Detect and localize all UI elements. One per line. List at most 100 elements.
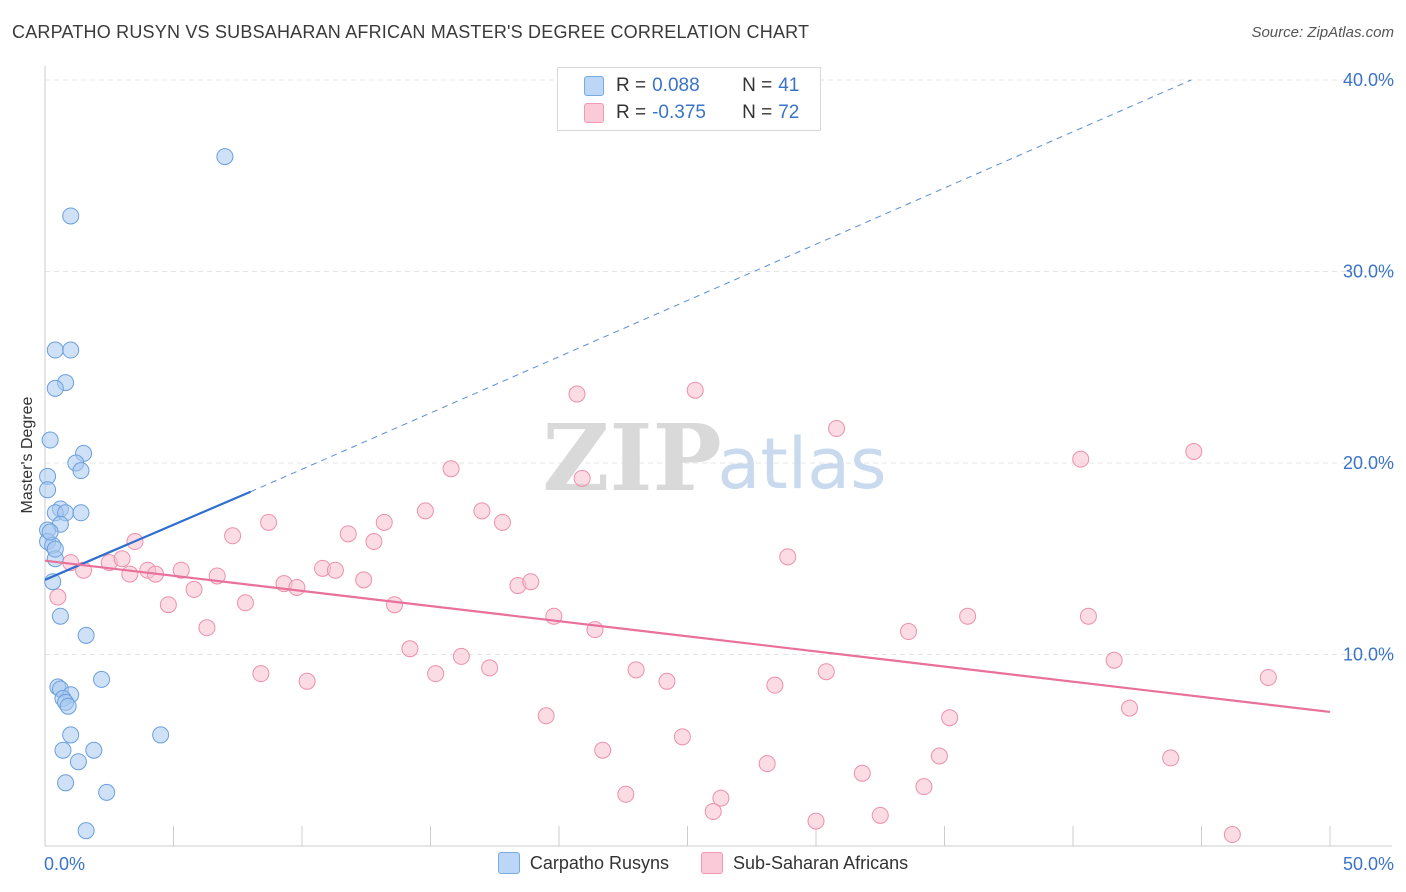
data-point-sub-saharan	[808, 813, 824, 829]
series-legend: Carpatho Rusyns Sub-Saharan Africans	[0, 852, 1406, 874]
data-point-sub-saharan	[713, 790, 729, 806]
data-point-sub-saharan	[674, 729, 690, 745]
data-point-sub-saharan	[261, 514, 277, 530]
data-point-sub-saharan	[916, 779, 932, 795]
data-point-carpatho	[40, 482, 56, 498]
scatter-plot: ZIP atlas 10.0%20.0%30.0%40.0%0.0% 50.0%	[0, 0, 1406, 892]
data-point-sub-saharan	[1163, 750, 1179, 766]
data-point-carpatho	[42, 524, 58, 540]
data-point-carpatho	[153, 727, 169, 743]
data-point-sub-saharan	[628, 662, 644, 678]
n-value: 41	[778, 75, 799, 97]
data-point-sub-saharan	[960, 608, 976, 624]
stats-row-carpatho: R = 0.088 N = 41	[584, 74, 799, 98]
legend-swatch-pink	[701, 852, 723, 874]
data-point-sub-saharan	[574, 470, 590, 486]
data-point-sub-saharan	[1224, 827, 1240, 843]
legend-label: Carpatho Rusyns	[530, 853, 669, 874]
data-point-carpatho	[55, 742, 71, 758]
data-point-carpatho	[60, 698, 76, 714]
n-label: N =	[742, 75, 772, 97]
data-point-sub-saharan	[618, 786, 634, 802]
r-value: 0.088	[652, 75, 722, 97]
data-point-carpatho	[78, 823, 94, 839]
sub-saharan-trend-line	[45, 561, 1330, 712]
r-label: R =	[616, 75, 646, 97]
data-point-sub-saharan	[366, 534, 382, 550]
trend-lines	[45, 80, 1330, 712]
data-point-sub-saharan	[387, 597, 403, 613]
data-point-sub-saharan	[482, 660, 498, 676]
y-tick-label: 40.0%	[1343, 70, 1394, 90]
watermark-zip: ZIP	[542, 404, 721, 512]
data-point-sub-saharan	[687, 382, 703, 398]
grid-lines	[45, 80, 1392, 655]
data-point-sub-saharan	[854, 765, 870, 781]
y-tick-label: 20.0%	[1343, 453, 1394, 473]
data-point-sub-saharan	[523, 574, 539, 590]
data-point-carpatho	[63, 342, 79, 358]
data-point-sub-saharan	[186, 581, 202, 597]
data-point-carpatho	[70, 754, 86, 770]
n-label: N =	[742, 102, 772, 124]
data-point-sub-saharan	[340, 526, 356, 542]
data-point-carpatho	[94, 671, 110, 687]
data-point-sub-saharan	[931, 748, 947, 764]
data-point-sub-saharan	[356, 572, 372, 588]
data-point-sub-saharan	[253, 666, 269, 682]
data-point-sub-saharan	[901, 624, 917, 640]
data-point-sub-saharan	[1260, 669, 1276, 685]
data-point-sub-saharan	[767, 677, 783, 693]
data-point-carpatho	[47, 541, 63, 557]
carpatho-rusyns-points	[40, 149, 233, 839]
data-point-sub-saharan	[160, 597, 176, 613]
legend-swatch-pink	[584, 103, 604, 123]
stats-row-subsaharan: R = -0.375 N = 72	[584, 101, 799, 125]
data-point-sub-saharan	[829, 421, 845, 437]
data-point-carpatho	[47, 380, 63, 396]
data-point-sub-saharan	[538, 708, 554, 724]
data-point-sub-saharan	[402, 641, 418, 657]
data-point-sub-saharan	[1122, 700, 1138, 716]
legend-label: Sub-Saharan Africans	[733, 853, 908, 874]
data-point-carpatho	[52, 608, 68, 624]
data-point-sub-saharan	[299, 673, 315, 689]
data-point-carpatho	[99, 784, 115, 800]
data-point-sub-saharan	[1073, 451, 1089, 467]
data-point-sub-saharan	[417, 503, 433, 519]
data-point-sub-saharan	[1186, 444, 1202, 460]
data-point-carpatho	[63, 208, 79, 224]
data-point-carpatho	[73, 505, 89, 521]
y-tick-label: 30.0%	[1343, 262, 1394, 282]
stats-legend: R = 0.088 N = 41 R = -0.375 N = 72	[557, 67, 821, 131]
data-point-sub-saharan	[453, 648, 469, 664]
data-point-sub-saharan	[818, 664, 834, 680]
data-point-carpatho	[78, 627, 94, 643]
r-value: -0.375	[652, 102, 722, 124]
data-point-sub-saharan	[122, 566, 138, 582]
data-point-carpatho	[47, 342, 63, 358]
legend-item-sub-saharan-africans[interactable]: Sub-Saharan Africans	[701, 852, 908, 874]
data-point-sub-saharan	[494, 514, 510, 530]
y-tick-label: 10.0%	[1343, 645, 1394, 665]
data-point-sub-saharan	[595, 742, 611, 758]
data-point-carpatho	[217, 149, 233, 165]
data-point-sub-saharan	[1080, 608, 1096, 624]
data-point-sub-saharan	[327, 562, 343, 578]
data-point-carpatho	[73, 463, 89, 479]
data-point-sub-saharan	[443, 461, 459, 477]
data-point-sub-saharan	[569, 386, 585, 402]
data-point-sub-saharan	[659, 673, 675, 689]
data-point-sub-saharan	[237, 595, 253, 611]
n-value: 72	[778, 102, 799, 124]
legend-swatch-blue	[584, 76, 604, 96]
data-point-carpatho	[63, 727, 79, 743]
data-point-sub-saharan	[780, 549, 796, 565]
data-point-carpatho	[86, 742, 102, 758]
data-point-carpatho	[42, 432, 58, 448]
data-point-sub-saharan	[759, 756, 775, 772]
data-point-sub-saharan	[1106, 652, 1122, 668]
legend-swatch-blue	[498, 852, 520, 874]
data-point-sub-saharan	[225, 528, 241, 544]
legend-item-carpatho-rusyns[interactable]: Carpatho Rusyns	[498, 852, 669, 874]
